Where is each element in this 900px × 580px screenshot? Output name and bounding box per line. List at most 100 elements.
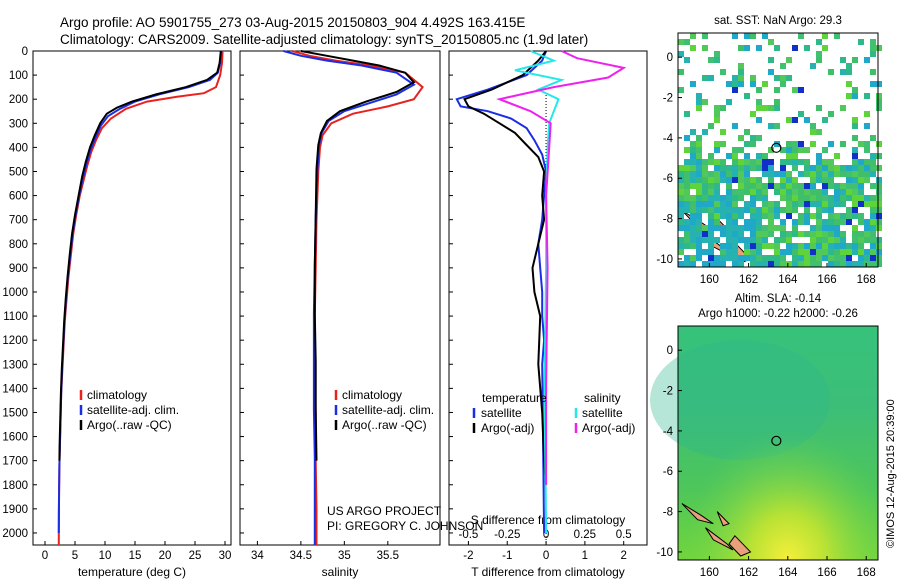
sst-cell bbox=[864, 249, 870, 255]
sst-cell bbox=[678, 249, 684, 255]
sst-cell bbox=[858, 219, 864, 225]
sst-cell bbox=[696, 249, 702, 255]
sst-cell bbox=[870, 165, 876, 171]
sst-cell bbox=[702, 177, 708, 183]
sst-cell bbox=[678, 225, 684, 231]
sst-cell bbox=[816, 189, 822, 195]
sst-cell bbox=[792, 153, 798, 159]
sst-cell bbox=[786, 195, 792, 201]
sst-cell bbox=[678, 261, 684, 267]
sst-cell bbox=[804, 183, 810, 189]
sst-cell bbox=[738, 213, 744, 219]
sst-cell bbox=[798, 159, 804, 165]
sst-cell bbox=[750, 237, 756, 243]
sst-cell bbox=[846, 69, 852, 75]
sst-cell bbox=[684, 177, 690, 183]
depth-tick-label: 700 bbox=[9, 215, 28, 227]
sst-cell bbox=[780, 159, 786, 165]
sst-cell bbox=[696, 189, 702, 195]
sst-cell bbox=[750, 255, 756, 261]
sla-map-title: Altim. SLA: -0.14 bbox=[735, 293, 822, 305]
sst-cell bbox=[702, 201, 708, 207]
series-line bbox=[300, 50, 416, 461]
sst-cell bbox=[864, 237, 870, 243]
sst-cell bbox=[744, 219, 750, 225]
depth-tick-label: 1800 bbox=[2, 480, 28, 492]
sst-cell bbox=[834, 213, 840, 219]
sst-cell bbox=[804, 243, 810, 249]
sst-cell bbox=[810, 195, 816, 201]
sst-cell bbox=[774, 45, 780, 51]
sst-cell bbox=[690, 231, 696, 237]
sst-cell bbox=[870, 51, 876, 57]
sst-cell bbox=[756, 225, 762, 231]
sst-cell bbox=[750, 225, 756, 231]
sst-cell bbox=[738, 207, 744, 213]
sst-cell bbox=[756, 261, 762, 267]
sst-cell bbox=[792, 183, 798, 189]
sst-cell bbox=[834, 195, 840, 201]
sst-cell bbox=[684, 57, 690, 63]
depth-tick-label: 100 bbox=[9, 70, 28, 82]
sst-cell bbox=[720, 171, 726, 177]
depth-tick-label: 0 bbox=[22, 46, 28, 58]
sst-cell bbox=[804, 189, 810, 195]
sst-cell bbox=[696, 99, 702, 105]
x-tick-label: 30 bbox=[219, 550, 232, 562]
sst-cell bbox=[690, 201, 696, 207]
sst-cell bbox=[804, 213, 810, 219]
legend-label: satellite bbox=[481, 406, 522, 420]
sst-cell bbox=[750, 81, 756, 87]
sst-cell bbox=[726, 201, 732, 207]
series-line bbox=[57, 50, 224, 545]
sst-cell bbox=[846, 243, 852, 249]
map-y-tick-label: 0 bbox=[667, 345, 673, 357]
sst-cell bbox=[828, 231, 834, 237]
temperature-xlabel: temperature (deg C) bbox=[78, 565, 186, 579]
sst-cell bbox=[750, 243, 756, 249]
sst-cell bbox=[714, 111, 720, 117]
sst-cell bbox=[732, 159, 738, 165]
sst-cell bbox=[834, 153, 840, 159]
sst-cell bbox=[768, 39, 774, 45]
sst-cell bbox=[840, 261, 846, 267]
legend-label: Argo(..raw -QC) bbox=[87, 418, 172, 432]
sst-cell bbox=[876, 243, 882, 249]
sst-cell bbox=[852, 231, 858, 237]
sst-cell bbox=[846, 189, 852, 195]
sst-cell bbox=[810, 225, 816, 231]
sst-cell bbox=[834, 249, 840, 255]
sst-cell bbox=[744, 129, 750, 135]
sst-cell bbox=[726, 231, 732, 237]
sst-cell bbox=[678, 183, 684, 189]
sst-cell bbox=[708, 213, 714, 219]
sst-cell bbox=[744, 249, 750, 255]
sst-cell bbox=[702, 165, 708, 171]
series-line bbox=[496, 50, 627, 485]
sst-cell bbox=[846, 63, 852, 69]
sst-cell bbox=[792, 147, 798, 153]
project-credit: US ARGO PROJECT bbox=[327, 504, 442, 518]
sst-cell bbox=[720, 207, 726, 213]
sst-cell bbox=[738, 135, 744, 141]
x-tick-label: 34.5 bbox=[290, 550, 312, 562]
sst-cell bbox=[684, 135, 690, 141]
sst-cell bbox=[732, 177, 738, 183]
sst-cell bbox=[696, 165, 702, 171]
sst-cell bbox=[852, 177, 858, 183]
sst-cell bbox=[756, 213, 762, 219]
sst-cell bbox=[792, 195, 798, 201]
sst-cell bbox=[768, 201, 774, 207]
sst-cell bbox=[750, 135, 756, 141]
sst-cell bbox=[762, 183, 768, 189]
sst-cell bbox=[726, 219, 732, 225]
sst-cell bbox=[708, 189, 714, 195]
sst-cell bbox=[714, 165, 720, 171]
sst-cell bbox=[678, 165, 684, 171]
sst-cell bbox=[768, 225, 774, 231]
sst-cell bbox=[696, 171, 702, 177]
sst-cell bbox=[840, 141, 846, 147]
sst-cell bbox=[804, 231, 810, 237]
island bbox=[681, 503, 714, 525]
sst-cell bbox=[702, 99, 708, 105]
